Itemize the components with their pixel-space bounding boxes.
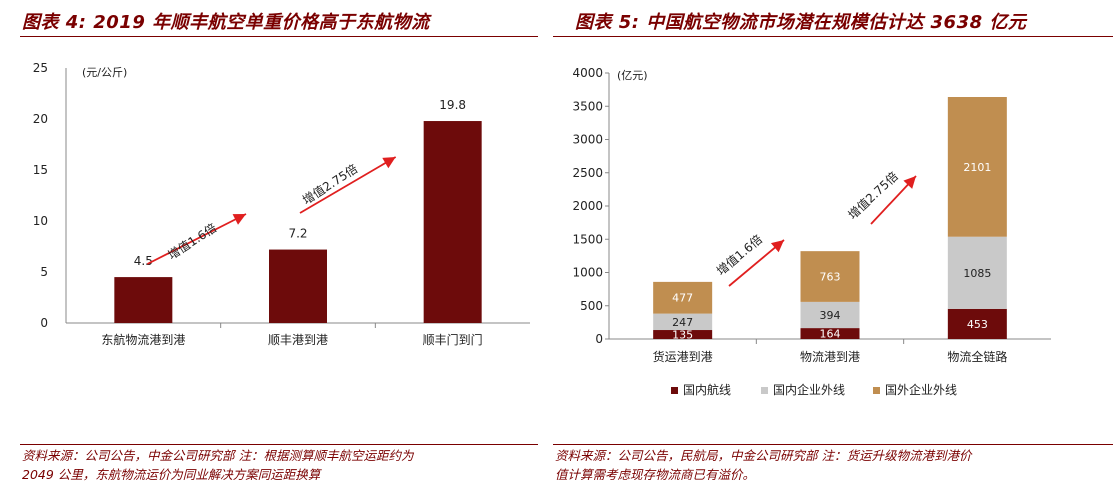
- right-figure-title: 图表 5: 中国航空物流市场潜在规模估计达 3638 亿元: [575, 12, 1027, 33]
- y-tick-label: 15: [33, 163, 48, 177]
- y-axis-unit-label: (元/公斤): [82, 66, 127, 79]
- segment-value-label: 1085: [963, 267, 991, 280]
- x-tick-label: 物流港到港: [800, 350, 860, 364]
- bar-segment: [947, 97, 1007, 237]
- bar-segment: [947, 308, 1007, 339]
- y-tick-label: 3000: [572, 133, 603, 147]
- growth-arrow-2-head: [382, 157, 396, 169]
- left-chart-annotations: 增值1.6倍 增值2.75倍: [146, 156, 397, 265]
- left-source-line-1: 资料来源：公司公告，中金公司研究部 注：根据测算顺丰航空运距约为: [22, 448, 414, 463]
- left-chart-axes: 0 5 10 15 20 25 (元/公斤) 东航物流港到港 顺丰港到港 顺丰门到门: [33, 61, 530, 347]
- growth-arrow-2: [299, 156, 397, 214]
- left-chart-panel: 图表 4: 2019 年顺丰航空单重价格高于东航物流 0 5 10 15 20 25 (元/…: [0, 0, 540, 500]
- bar-value-label: 4.5: [134, 254, 153, 268]
- y-tick-label: 0: [595, 332, 603, 346]
- bar-value-label: 19.8: [439, 98, 466, 112]
- y-tick-label: 25: [33, 61, 48, 75]
- growth-annotation-1: 增值1.6倍: [165, 220, 219, 263]
- y-tick-label: 4000: [572, 66, 603, 80]
- right-source-line-1: 资料来源：公司公告，民航局，中金公司研究部 注：货运升级物流港到港价: [555, 448, 972, 463]
- segment-value-label: 135: [672, 329, 693, 342]
- legend-label: 国外企业外线: [885, 382, 957, 397]
- left-title-rule: [20, 36, 538, 37]
- bar-segment: [800, 251, 860, 302]
- bar: [114, 277, 173, 323]
- segment-value-label: 247: [672, 316, 693, 329]
- right-source-note: 资料来源：公司公告，民航局，中金公司研究部 注：货运升级物流港到港价 值计算需考…: [555, 446, 971, 484]
- right-stacked-bar-chart: 0 500 1000 1500 2000 2500 3000 3500 4000 (亿元) 货运港到…: [572, 66, 1051, 397]
- right-title-rule: [553, 36, 1113, 37]
- left-source-rule: [20, 444, 538, 445]
- bar: [423, 121, 482, 323]
- growth-annotation-2: 增值2.75倍: [845, 168, 901, 222]
- growth-arrow-1: [146, 213, 247, 265]
- right-source-rule: [553, 444, 1113, 445]
- y-tick-label: 2000: [572, 199, 603, 213]
- segment-value-label: 453: [967, 318, 988, 331]
- bar-segment: [653, 281, 713, 314]
- growth-arrow-1-head: [770, 240, 784, 253]
- segment-value-label: 2101: [963, 161, 991, 174]
- growth-arrow-1-shaft: [146, 213, 247, 265]
- left-figure-title: 图表 4: 2019 年顺丰航空单重价格高于东航物流: [22, 12, 430, 33]
- legend-swatch: [761, 387, 768, 394]
- growth-arrow-2-shaft: [299, 156, 397, 214]
- right-chart-legend: 国内航线 国内企业外线 国外企业外线: [671, 382, 957, 397]
- x-tick-label: 物流全链路: [947, 349, 1007, 364]
- y-tick-label: 500: [580, 299, 603, 313]
- right-source-line-2: 值计算需考虑现存物流商已有溢价。: [555, 467, 756, 482]
- x-tick-label: 顺丰港到港: [268, 333, 328, 347]
- segment-value-label: 763: [820, 271, 841, 284]
- bar-segment: [800, 301, 860, 329]
- bar-segment: [653, 313, 713, 331]
- legend-label: 国内企业外线: [773, 382, 845, 397]
- y-tick-label: 3500: [572, 99, 603, 113]
- bar-segment: [947, 236, 1007, 309]
- y-axis-unit-label: (亿元): [617, 69, 648, 82]
- growth-arrow-2-head: [903, 176, 916, 189]
- y-tick-label: 2500: [572, 166, 603, 180]
- y-tick-label: 10: [33, 214, 48, 228]
- segment-value-label: 394: [820, 309, 841, 322]
- x-tick-label: 货运港到港: [653, 349, 713, 364]
- x-tick-label: 顺丰门到门: [423, 332, 483, 347]
- legend-label: 国内航线: [683, 382, 731, 397]
- y-tick-label: 0: [40, 316, 48, 330]
- y-tick-label: 20: [33, 112, 48, 126]
- legend-swatch: [873, 387, 880, 394]
- bar-value-label: 7.2: [288, 227, 307, 241]
- growth-annotation-2: 增值2.75倍: [299, 161, 360, 208]
- growth-arrow-1-head: [232, 214, 246, 225]
- legend-swatch: [671, 387, 678, 394]
- bar-segment: [653, 330, 713, 339]
- y-tick-label: 1500: [572, 232, 603, 246]
- left-source-note: 资料来源：公司公告，中金公司研究部 注：根据测算顺丰航空运距约为 2049 公里…: [22, 446, 413, 484]
- left-bar-chart: 0 5 10 15 20 25 (元/公斤) 东航物流港到港 顺丰港到港 顺丰门到门 4.5 7.2…: [33, 61, 530, 347]
- y-tick-label: 5: [40, 265, 48, 279]
- bar: [269, 249, 327, 323]
- left-source-line-2: 2049 公里，东航物流运价为同业解决方案同运距换算: [22, 467, 321, 482]
- segment-value-label: 164: [820, 328, 841, 341]
- x-tick-label: 东航物流港到港: [101, 332, 185, 347]
- bar-segment: [800, 328, 860, 339]
- left-chart-bars: 4.5 7.2 19.8: [114, 98, 482, 323]
- growth-arrow-1: [728, 239, 785, 287]
- growth-arrow-2: [870, 175, 917, 225]
- growth-annotation-1: 增值1.6倍: [713, 231, 765, 278]
- right-chart-panel: 图表 5: 中国航空物流市场潜在规模估计达 3638 亿元 0 500 1000 15…: [553, 0, 1119, 500]
- y-tick-label: 1000: [572, 266, 603, 280]
- segment-value-label: 477: [672, 292, 693, 305]
